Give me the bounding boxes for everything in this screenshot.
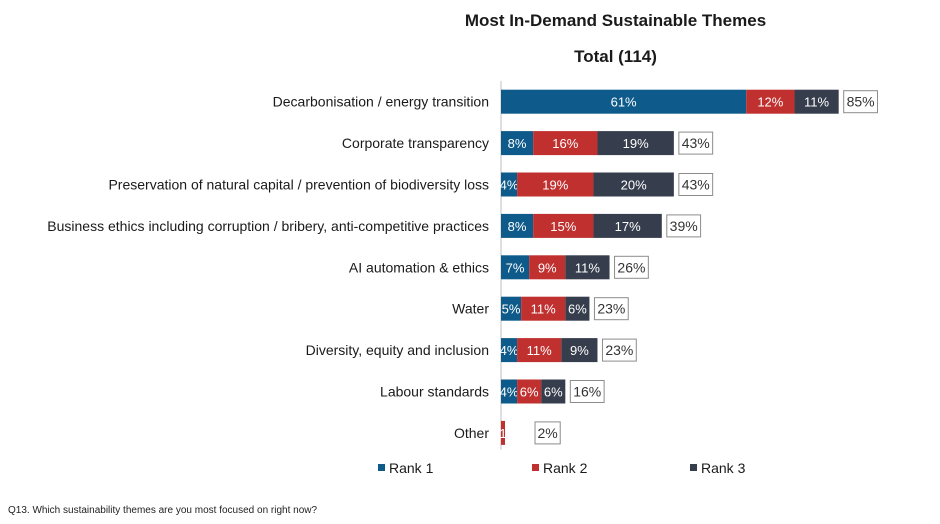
category-label: Business ethics including corruption / b… — [47, 218, 489, 234]
bar-segment — [794, 89, 839, 114]
category-label: Labour standards — [380, 384, 489, 400]
bar-data-label: 1 — [499, 426, 506, 441]
bar-segment — [593, 172, 674, 197]
bar-data-label: 4% — [500, 343, 519, 358]
bar-data-label: 7% — [506, 260, 525, 275]
bar-segment — [565, 296, 590, 321]
total-box — [569, 380, 605, 403]
bar-segment — [501, 172, 518, 197]
footnote: Q13. Which sustainability themes are you… — [8, 505, 318, 516]
category-label: AI automation & ethics — [349, 259, 489, 275]
bar-data-label: 6% — [544, 385, 563, 400]
bar-segment — [501, 255, 530, 280]
total-label: 23% — [605, 342, 633, 358]
bar-segment — [517, 172, 594, 197]
total-box — [678, 173, 714, 196]
category-label: Preservation of natural capital / preven… — [108, 177, 489, 193]
total-box — [614, 255, 649, 279]
bar-data-label: 4% — [500, 178, 519, 193]
category-label: Diversity, equity and inclusion — [306, 342, 489, 358]
bar-data-label: 6% — [568, 302, 587, 317]
bar-data-label: 11% — [804, 95, 829, 110]
stacked-bar-chart: Decarbonisation / energy transition 61% 12… — [47, 81, 878, 476]
chart-title: Most In-Demand Sustainable Themes — [464, 11, 767, 30]
total-label: 23% — [597, 301, 625, 317]
bar-data-label: 5% — [502, 302, 521, 317]
legend-label: Rank 1 — [389, 460, 434, 476]
bar-segment — [501, 296, 522, 321]
bar-segment — [501, 89, 747, 114]
bar-data-label: 17% — [615, 219, 641, 234]
legend-swatch — [690, 464, 697, 471]
bar-data-label: 8% — [508, 136, 527, 151]
total-label: 85% — [847, 94, 875, 110]
total-box — [534, 421, 561, 445]
bar-segment — [533, 213, 594, 238]
bar-data-label: 20% — [621, 178, 647, 193]
total-label: 43% — [682, 177, 710, 193]
bar-segment — [746, 89, 795, 114]
total-label: 39% — [670, 218, 698, 234]
bar-segment — [501, 420, 506, 445]
bar-data-label: 11% — [531, 302, 556, 317]
legend-swatch — [532, 464, 539, 471]
total-label: 2% — [538, 425, 558, 441]
chart-subtitle: Total (114) — [574, 47, 657, 66]
bar-segment — [561, 338, 598, 363]
bar-data-label: 12% — [757, 95, 783, 110]
bar-segment — [593, 213, 662, 238]
bar-segment — [521, 296, 566, 321]
bar-segment — [597, 131, 674, 156]
bar-segment — [517, 379, 542, 404]
total-box — [678, 131, 714, 155]
bar-data-label: 6% — [520, 385, 539, 400]
bar-segment — [501, 131, 534, 156]
total-box — [593, 297, 629, 321]
bar-data-label: 8% — [508, 219, 527, 234]
bar-segment — [565, 255, 610, 280]
category-label: Other — [454, 425, 489, 441]
total-label: 26% — [617, 259, 645, 275]
total-label: 16% — [573, 384, 601, 400]
bar-data-label: 11% — [527, 343, 552, 358]
category-label: Water — [452, 301, 489, 317]
bar-segment — [501, 379, 518, 404]
bar-data-label: 15% — [550, 219, 576, 234]
category-label: Decarbonisation / energy transition — [273, 94, 489, 110]
total-label: 43% — [682, 135, 710, 151]
bar-segment — [501, 213, 534, 238]
bar-segment — [517, 338, 562, 363]
bar-segment — [541, 379, 566, 404]
bar-data-label: 9% — [570, 343, 589, 358]
bar-data-label: 9% — [538, 260, 557, 275]
legend-label: Rank 2 — [543, 460, 588, 476]
legend-label: Rank 3 — [701, 460, 746, 476]
bar-data-label: 4% — [500, 385, 519, 400]
bar-segment — [501, 338, 518, 363]
bar-data-label: 61% — [611, 95, 637, 110]
category-label: Corporate transparency — [342, 135, 489, 151]
bar-segment — [529, 255, 566, 280]
total-box — [843, 90, 878, 114]
total-box — [666, 214, 702, 238]
bar-data-label: 11% — [575, 260, 600, 275]
bar-data-label: 19% — [542, 178, 568, 193]
total-box — [601, 338, 637, 362]
legend-swatch — [378, 464, 385, 471]
bar-segment — [533, 131, 598, 156]
bar-data-label: 19% — [623, 136, 649, 151]
bar-data-label: 16% — [552, 136, 578, 151]
